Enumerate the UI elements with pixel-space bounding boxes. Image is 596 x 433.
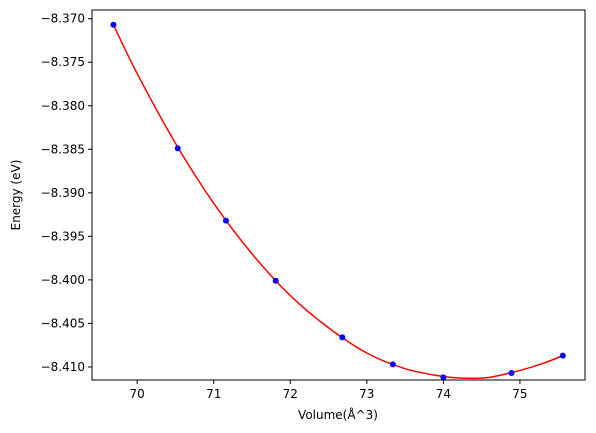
x-tick-label: 73 [359, 387, 374, 401]
y-tick-label: −8.380 [41, 99, 85, 113]
data-point [222, 217, 229, 224]
y-tick-label: −8.400 [41, 273, 85, 287]
y-axis-ticks: −8.370 −8.375 −8.380 −8.385 −8.390 −8.395 −8.4… [41, 12, 92, 374]
data-point [272, 277, 279, 284]
y-tick-label: −8.395 [41, 229, 85, 243]
y-tick-label: −8.370 [41, 12, 85, 26]
y-tick-label: −8.385 [41, 142, 85, 156]
x-tick-label: 70 [130, 387, 145, 401]
y-axis-label: Energy (eV) [9, 160, 23, 231]
x-tick-label: 75 [512, 387, 527, 401]
data-point [508, 370, 515, 377]
data-points-layer [110, 21, 566, 381]
x-axis-ticks: 70 71 72 73 74 75 [130, 380, 528, 401]
x-tick-label: 72 [283, 387, 298, 401]
data-point [174, 145, 181, 152]
x-tick-label: 74 [436, 387, 451, 401]
y-tick-label: −8.410 [41, 360, 85, 374]
x-tick-label: 71 [206, 387, 221, 401]
y-tick-label: −8.405 [41, 316, 85, 330]
data-point [110, 21, 117, 28]
y-tick-label: −8.375 [41, 55, 85, 69]
data-point [389, 361, 396, 368]
data-point [339, 334, 346, 341]
plot-area [110, 21, 566, 381]
data-point [559, 352, 566, 359]
data-point [440, 374, 447, 381]
axes-frame [91, 9, 586, 381]
y-tick-label: −8.390 [41, 186, 85, 200]
x-axis-label: Volume(Å^3) [298, 407, 378, 422]
